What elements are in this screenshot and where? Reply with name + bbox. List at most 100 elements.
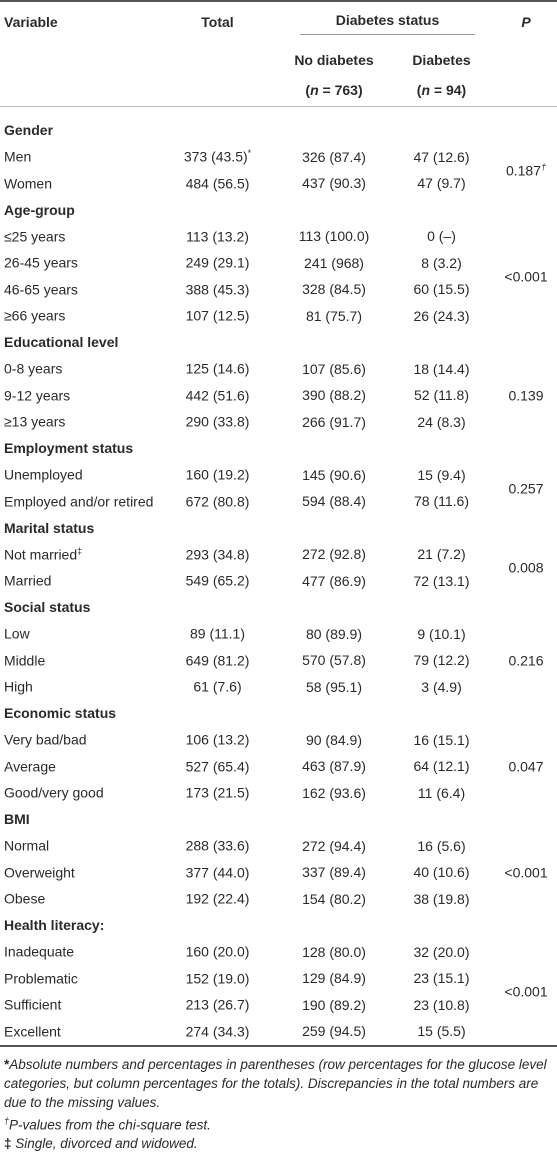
diabetes-cell: 64 (12.1)	[413, 758, 470, 775]
table-row: Excellent 274 (34.3) 259 (94.5) 15 (5.5)	[0, 1018, 557, 1047]
table-row: High 61 (7.6) 58 (95.1) 3 (4.9)	[0, 674, 557, 701]
diabetes-label: Diabetes	[412, 52, 471, 68]
total-value: 290 (33.8)	[185, 414, 250, 431]
p-value-cell: 0.008	[495, 541, 557, 594]
section-header-row: Social status	[0, 594, 557, 621]
row-label-cell: Low	[0, 621, 155, 648]
header-no-diabetes: No diabetes (n = 763)	[280, 44, 388, 107]
total-value: 373 (43.5)	[183, 149, 248, 166]
total-cell: 61 (7.6)	[155, 674, 280, 701]
total-cell: 288 (33.6)	[155, 833, 280, 860]
note-2: †P-values from the chi-square test.	[4, 1112, 553, 1135]
total-value: 107 (12.5)	[185, 308, 250, 325]
header-row-1: Variable Total Diabetes status P	[0, 1, 557, 107]
row-label: 46-65 years	[4, 281, 78, 298]
row-label-cell: 46-65 years	[0, 276, 155, 303]
no-diabetes-cell: 113 (100.0)	[298, 228, 370, 245]
section-title: Economic status	[4, 705, 117, 722]
row-label: ≤25 years	[4, 228, 66, 245]
row-label-cell: ≤25 years	[0, 223, 155, 250]
row-label-cell: Problematic	[0, 965, 155, 992]
row-label-cell: Men	[0, 144, 155, 171]
section-title: Educational level	[4, 334, 119, 351]
total-value: 484 (56.5)	[185, 175, 250, 192]
p-value-cell: <0.001	[495, 223, 557, 329]
diabetes-cell: 52 (11.8)	[414, 387, 469, 404]
section-title: Health literacy:	[4, 917, 105, 934]
total-cell: 160 (20.0)	[155, 939, 280, 966]
diabetes-cell: 11 (6.4)	[417, 784, 466, 801]
row-label-cell: Married	[0, 568, 155, 595]
total-value: 527 (65.4)	[185, 758, 250, 775]
table-row: 26-45 years 249 (29.1) 241 (968) 8 (3.2)	[0, 250, 557, 277]
row-label: Inadequate	[4, 944, 75, 961]
section-title: Age-group	[4, 201, 75, 218]
row-label: Average	[4, 758, 56, 775]
section-header-row: Age-group	[0, 197, 557, 224]
no-diabetes-cell: 145 (90.6)	[302, 466, 366, 483]
section-title: Social status	[4, 599, 91, 616]
total-value: 160 (20.0)	[185, 944, 250, 961]
no-diabetes-cell: 272 (94.4)	[302, 837, 366, 854]
total-cell: 160 (19.2)	[155, 462, 280, 489]
total-value: 274 (34.3)	[185, 1023, 250, 1040]
row-label: Obese	[4, 891, 46, 908]
table-row: Overweight 377 (44.0) 337 (89.4) 40 (10.6)	[0, 859, 557, 886]
total-cell: 106 (13.2)	[155, 727, 280, 754]
p-value-cell: 0.187†	[495, 144, 557, 197]
total-cell: 249 (29.1)	[155, 250, 280, 277]
diabetes-cell: 60 (15.5)	[413, 281, 470, 298]
diabetes-cell: 72 (13.1)	[413, 572, 470, 589]
no-diabetes-cell: 477 (86.9)	[302, 572, 366, 589]
no-diabetes-label: No diabetes	[294, 52, 374, 68]
no-diabetes-cell: 58 (95.1)	[305, 678, 363, 695]
total-cell: 89 (11.1)	[155, 621, 280, 648]
section-title: BMI	[4, 811, 30, 828]
diabetes-cell: 23 (10.8)	[413, 996, 470, 1013]
p-value-cell: 0.216	[495, 621, 557, 701]
section-header-p-cell	[495, 107, 557, 144]
diabetes-cell: 9 (10.1)	[417, 625, 466, 642]
total-cell: 274 (34.3)	[155, 1018, 280, 1047]
note-3-mark: ‡	[4, 1136, 12, 1151]
diabetes-cell: 23 (15.1)	[413, 970, 470, 987]
row-label-cell: 0-8 years	[0, 356, 155, 383]
row-label-cell: Very bad/bad	[0, 727, 155, 754]
row-label: Middle	[4, 652, 46, 669]
total-value: 125 (14.6)	[185, 361, 250, 378]
row-label: Excellent	[4, 1023, 61, 1040]
no-diabetes-cell: 266 (91.7)	[302, 413, 366, 430]
section-header-p-cell	[495, 329, 557, 356]
row-label: 26-45 years	[4, 255, 78, 272]
table-row: 0-8 years 125 (14.6) 107 (85.6) 18 (14.4) 0.…	[0, 356, 557, 404]
total-value: 160 (19.2)	[185, 467, 250, 484]
total-cell: 173 (21.5)	[155, 780, 280, 807]
diabetes-cell: 21 (7.2)	[417, 546, 466, 563]
note-1-mark: *	[4, 1056, 10, 1072]
section-header-row: Marital status	[0, 515, 557, 542]
no-diabetes-cell: 390 (88.2)	[302, 387, 366, 404]
row-label: ≥13 years	[4, 414, 66, 431]
total-value: 293 (34.8)	[185, 546, 250, 563]
diabetes-cell: 47 (9.7)	[417, 175, 466, 192]
section-header-row: Gender	[0, 107, 557, 144]
section-header-p-cell	[495, 806, 557, 833]
total-cell: 152 (19.0)	[155, 965, 280, 992]
section-header-row: BMI	[0, 806, 557, 833]
note-3: ‡ Single, divorced and widowed.	[4, 1134, 553, 1153]
total-value: 377 (44.0)	[185, 864, 250, 881]
table-row: Inadequate 160 (20.0) 128 (80.0) 32 (20.0) <…	[0, 938, 557, 1047]
header-diabetes: Diabetes (n = 94)	[388, 44, 495, 107]
table-body: Gender Men 373 (43.5)* 326 (87.4) 47 (12.6) 0…	[0, 107, 557, 1047]
row-label-cell: Normal	[0, 833, 155, 860]
no-diabetes-cell: 259 (94.5)	[280, 1018, 388, 1047]
diabetes-cell: 24 (8.3)	[417, 413, 466, 430]
section-header-p-cell	[495, 197, 557, 224]
note-2-text: P-values from the chi-square test.	[9, 1117, 211, 1132]
p-value: 0.216	[508, 652, 544, 669]
row-label-cell: Average	[0, 753, 155, 780]
section-title: Marital status	[4, 519, 95, 536]
total-value: 288 (33.6)	[185, 838, 250, 855]
table-row: Normal 288 (33.6) 272 (94.4) 16 (5.6) <0.001	[0, 833, 557, 881]
row-label-cell: 9-12 years	[0, 382, 155, 409]
